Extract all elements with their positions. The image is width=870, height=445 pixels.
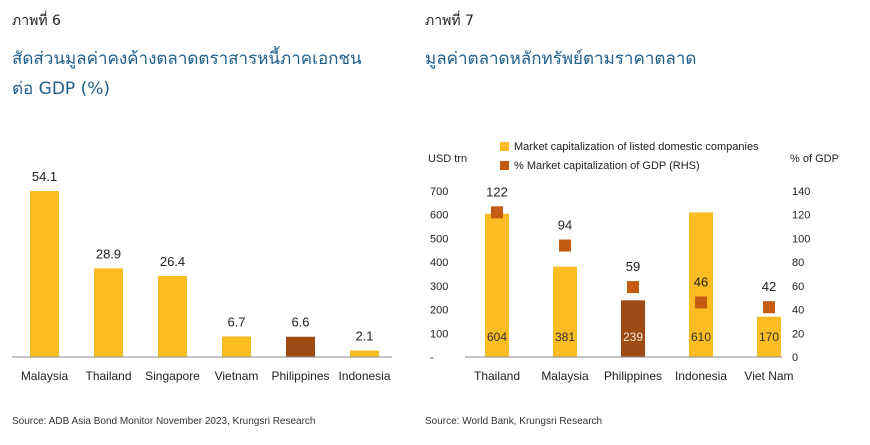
pct-gdp-marker <box>627 281 639 294</box>
x-tick-label: Indonesia <box>338 369 390 383</box>
left-axis-unit: USD trn <box>428 153 468 165</box>
bar <box>350 350 379 357</box>
bar <box>485 213 509 357</box>
source-note: Source: World Bank, Krungsri Research <box>425 416 603 427</box>
legend-item-market-cap: Market capitalization of listed domestic… <box>500 141 759 153</box>
data-label: 2.1 <box>355 329 373 344</box>
bar-value-label: 610 <box>691 330 711 344</box>
figure-label: ภาพที่ 7 <box>425 13 474 29</box>
pct-gdp-marker <box>491 206 503 219</box>
right-axis-unit: % of GDP <box>790 153 839 165</box>
marker-value-label: 94 <box>558 218 572 233</box>
bar-value-label: 170 <box>759 330 779 344</box>
bar-value-label: 239 <box>623 330 643 344</box>
y-right-tick-label: 80 <box>792 257 804 269</box>
legend-swatch-orange <box>500 161 509 170</box>
source-note: Source: ADB Asia Bond Monitor November 2… <box>12 416 316 427</box>
figure-label: ภาพที่ 6 <box>12 13 61 29</box>
x-tick-label: Vietnam <box>215 369 259 383</box>
bar <box>222 336 251 357</box>
bar <box>553 266 577 357</box>
y-left-tick-label: 200 <box>430 305 448 317</box>
bar <box>621 300 645 357</box>
legend: Market capitalization of listed domestic… <box>500 141 759 172</box>
legend-swatch-yellow <box>500 142 509 151</box>
x-tick-label: Indonesia <box>675 369 727 383</box>
bar <box>30 191 59 357</box>
y-left-tick-label: 600 <box>430 210 448 222</box>
legend-label: Market capitalization of listed domestic… <box>514 141 759 153</box>
y-left-tick-label: - <box>430 352 434 364</box>
x-tick-label: Thailand <box>85 369 131 383</box>
y-right-tick-label: 20 <box>792 328 804 340</box>
marker-value-label: 122 <box>486 184 508 199</box>
x-tick-label: Viet Nam <box>744 369 793 383</box>
x-tick-label: Philippines <box>604 369 662 383</box>
chart-title: มูลค่าตลาดหลักทรัพย์ตามราคาตลาด <box>425 49 697 69</box>
data-label: 6.6 <box>291 315 309 330</box>
data-label: 26.4 <box>160 254 185 269</box>
y-right-tick-label: 140 <box>792 186 810 198</box>
bar <box>158 275 187 357</box>
bar <box>689 212 713 357</box>
pct-gdp-marker <box>559 239 571 252</box>
left-panel: ภาพที่ 6 สัดส่วนมูลค่าคงค้างตลาดตราสารหน… <box>0 0 420 445</box>
x-tick-label: Singapore <box>145 369 200 383</box>
bar <box>94 268 123 357</box>
legend-label: % Market capitalization of GDP (RHS) <box>514 160 700 172</box>
y-right-tick-label: 100 <box>792 233 810 245</box>
y-left-tick-label: 100 <box>430 328 448 340</box>
x-tick-label: Malaysia <box>21 369 69 383</box>
bar <box>757 316 781 357</box>
bond-market-chart: 54.1 Malaysia 28.9 Thailand 26.4 Singapore 6.7… <box>12 169 392 383</box>
y-right-tick-label: 120 <box>792 210 810 222</box>
y-left-tick-label: 400 <box>430 257 448 269</box>
y-left-tick-label: 700 <box>430 186 448 198</box>
x-tick-label: Malaysia <box>541 369 589 383</box>
pct-gdp-marker <box>695 296 707 309</box>
chart-title-line1: สัดส่วนมูลค่าคงค้างตลาดตราสารหนี้ภาคเอกช… <box>12 49 362 69</box>
data-label: 28.9 <box>96 246 121 261</box>
right-panel: ภาพที่ 7 มูลค่าตลาดหลักทรัพย์ตามราคาตลาด… <box>420 0 870 445</box>
market-cap-chart: - 100 200 300 400 500 600 700 0 20 40 60 80 100 120 140… <box>430 184 810 383</box>
y-right-tick-label: 60 <box>792 281 804 293</box>
legend-item-pct-gdp: % Market capitalization of GDP (RHS) <box>500 160 759 172</box>
marker-value-label: 59 <box>626 259 640 274</box>
y-left-tick-label: 300 <box>430 281 448 293</box>
y-right-tick-label: 0 <box>792 352 798 364</box>
marker-value-label: 42 <box>762 279 776 294</box>
chart-title: สัดส่วนมูลค่าคงค้างตลาดตราสารหนี้ภาคเอกช… <box>12 44 362 104</box>
data-label: 54.1 <box>32 169 57 184</box>
y-left-tick-label: 500 <box>430 233 448 245</box>
bar <box>286 336 315 357</box>
y-right-tick-label: 40 <box>792 305 804 317</box>
data-label: 6.7 <box>227 314 245 329</box>
chart-title-line2: ต่อ GDP (%) <box>12 79 110 99</box>
bar-value-label: 604 <box>487 330 507 344</box>
marker-value-label: 46 <box>694 274 708 289</box>
bar-value-label: 381 <box>555 330 575 344</box>
pct-gdp-marker <box>763 301 775 314</box>
x-tick-label: Thailand <box>474 369 520 383</box>
x-tick-label: Philippines <box>271 369 329 383</box>
